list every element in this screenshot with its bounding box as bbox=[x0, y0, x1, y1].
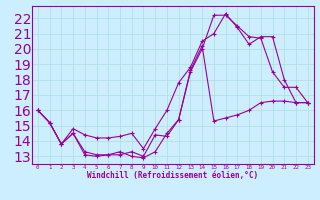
X-axis label: Windchill (Refroidissement éolien,°C): Windchill (Refroidissement éolien,°C) bbox=[87, 171, 258, 180]
